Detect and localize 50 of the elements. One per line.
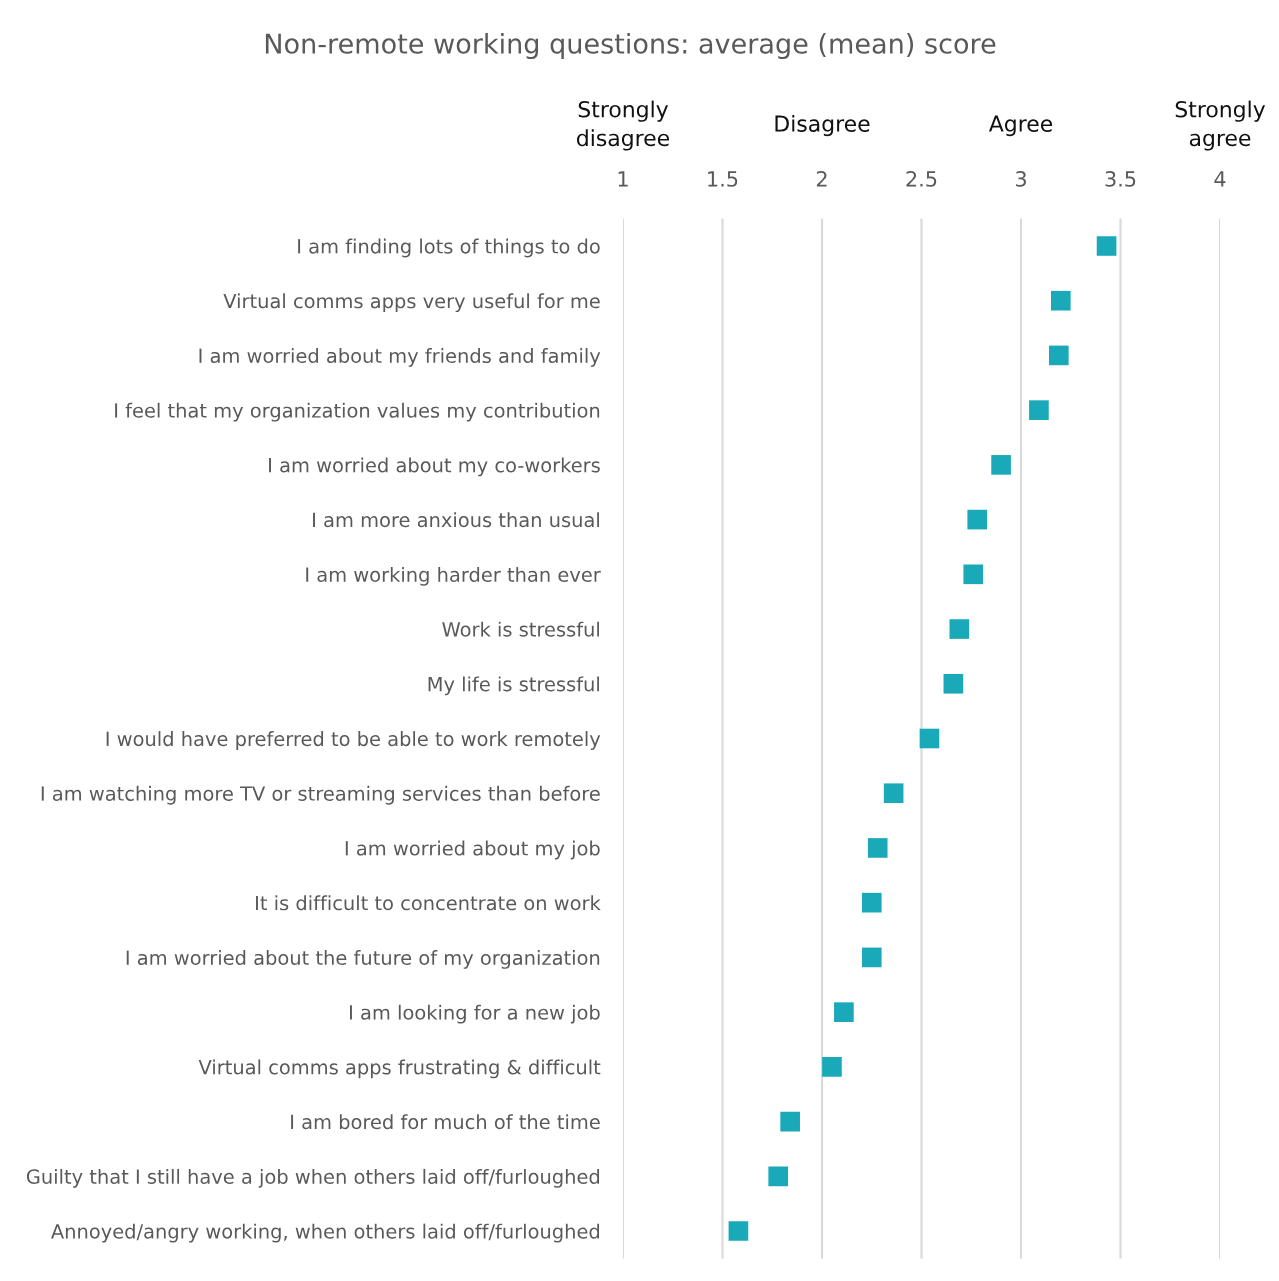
y-tick-label: I am worried about my friends and family [199,348,601,367]
point [867,838,888,858]
point [949,619,970,639]
text: Strongly agree [1175,100,1266,151]
point [728,1221,749,1241]
point [943,673,964,694]
point [1096,236,1117,256]
y-tick-label: I am bored for much of the time [291,1114,600,1130]
y-tick-label: I feel that my organization values my contribution [115,402,600,422]
y-tick-label: I am working harder than ever [306,566,601,586]
y-tick-label: I am worried about my co-workers [269,457,600,477]
text: Agree [988,115,1053,137]
point [967,509,988,530]
point [861,947,882,968]
x-tick-label: 2.5 [906,171,937,187]
point [963,564,984,585]
y-tick-label: I am worried about my job [345,840,600,860]
y-tick-label: It is difficult to concentrate on work [256,895,601,911]
y-tick-label: Annoyed/angry working, when others laid off/furloughed [51,1223,600,1243]
point [834,1002,854,1022]
y-tick-label: I am looking for a new job [350,1004,600,1024]
y-tick-label: My life is stressful [428,676,599,696]
chart-title: Non-remote working questions: average (mean) score [265,32,996,60]
x-tick-label: 1 [618,171,628,187]
x-tick-label: 3.5 [1105,171,1136,187]
x-tick-label: 3 [1015,171,1026,187]
y-tick-label: I am watching more TV or streaming services than before [41,785,600,805]
point [919,728,940,749]
y-tick-label: Work is stressful [442,621,599,637]
point [780,1111,800,1132]
y-tick-label: Virtual comms apps very useful for me [223,293,600,313]
x-tick-label: 4 [1214,171,1226,187]
point [883,783,904,804]
point [1048,345,1069,366]
point [861,892,882,913]
x-tick-label: 2 [816,171,827,187]
y-tick-label: I am more anxious than usual [313,512,599,528]
text: Disagree [775,114,870,137]
point [822,1057,842,1077]
point [1029,400,1049,420]
y-tick-label: I am finding lots of things to do [298,238,600,258]
y-tick-label: Virtual comms apps frustrating & difficult [198,1059,601,1079]
text: Strongly disagree [577,100,670,151]
y-tick-label: I am worried about the future of my organization [126,950,600,969]
y-tick-label: I would have preferred to be able to work remotely [106,731,601,750]
y-tick-label: Guilty that I still have a job when others laid off/furloughed [26,1168,600,1188]
point [768,1166,789,1187]
point [991,455,1011,475]
point [1050,290,1071,311]
x-tick-label: 1.5 [708,171,738,187]
